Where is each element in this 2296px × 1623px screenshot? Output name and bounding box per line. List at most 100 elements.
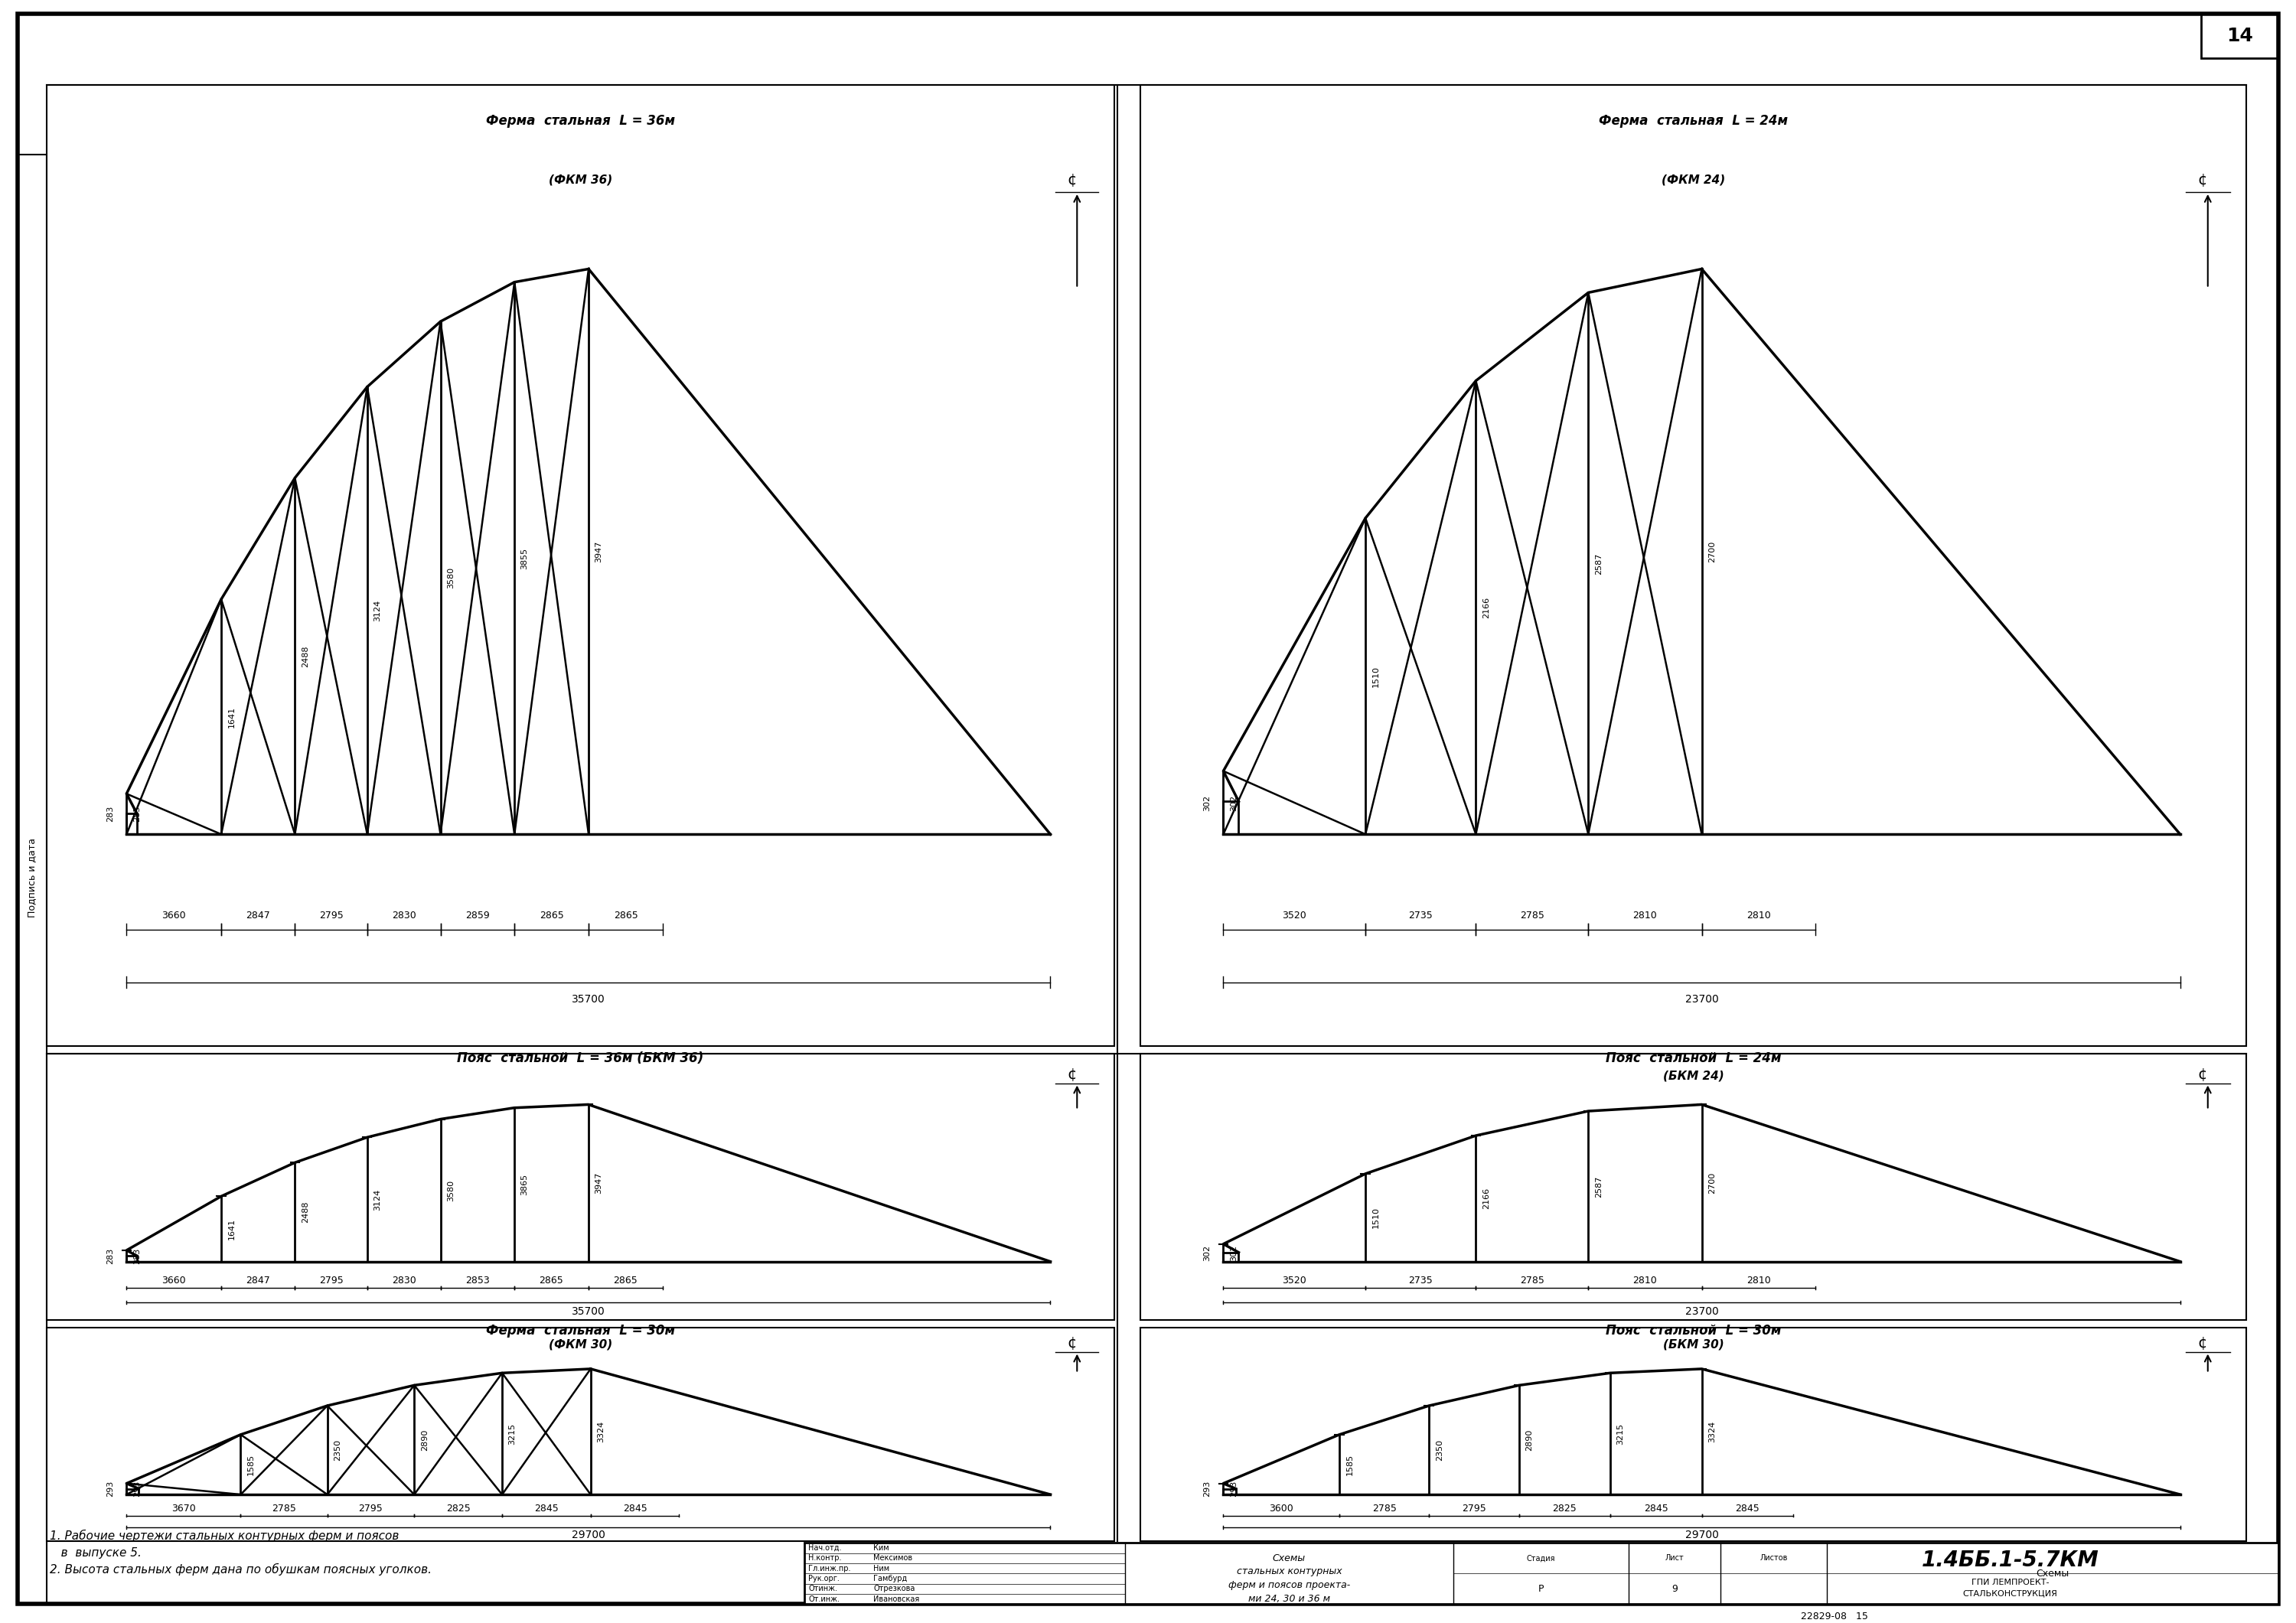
Text: 2785: 2785 (1520, 1276, 1545, 1285)
Text: 2810: 2810 (1747, 911, 1770, 920)
Text: Схемы: Схемы (1272, 1553, 1306, 1563)
Text: 29700: 29700 (572, 1530, 606, 1540)
Text: 3324: 3324 (597, 1420, 604, 1443)
Text: 1510: 1510 (1373, 665, 1380, 687)
Text: Ним: Ним (872, 1565, 889, 1573)
Text: 302: 302 (1231, 795, 1238, 812)
Text: 1641: 1641 (227, 1219, 234, 1240)
Text: 2795: 2795 (319, 1276, 342, 1285)
Bar (2202, 13, 2278, 58)
Bar (18, 154, 46, 1604)
Text: стальных контурных: стальных контурных (1238, 1566, 1341, 1576)
Text: 2587: 2587 (1596, 552, 1603, 575)
Bar (126, 1488, 138, 1495)
Text: Р: Р (1538, 1584, 1543, 1594)
Text: ¢: ¢ (2197, 172, 2206, 187)
Text: 22829-08   15: 22829-08 15 (1800, 1612, 1869, 1621)
Text: 3855: 3855 (521, 547, 528, 570)
Text: ¢: ¢ (1068, 1068, 1077, 1083)
Text: Ким: Ким (872, 1543, 889, 1552)
Text: Подпись и дата: Подпись и дата (28, 837, 37, 917)
Text: 2735: 2735 (1407, 911, 1433, 920)
Text: 1641: 1641 (227, 706, 234, 727)
Text: 2810: 2810 (1632, 911, 1658, 920)
Text: 293: 293 (1203, 1480, 1210, 1496)
Text: 2488: 2488 (301, 646, 310, 667)
Text: 35700: 35700 (572, 1307, 606, 1316)
Text: 2890: 2890 (1527, 1428, 1534, 1451)
Text: 3865: 3865 (521, 1173, 528, 1196)
Text: 2845: 2845 (1736, 1503, 1759, 1514)
Bar (46, 84, 1114, 1045)
Text: 2785: 2785 (1373, 1503, 1396, 1514)
Text: 1585: 1585 (248, 1454, 255, 1475)
Text: в  выпуске 5.: в выпуске 5. (51, 1548, 142, 1560)
Text: 3215: 3215 (507, 1423, 517, 1444)
Text: ГПИ ЛЕМПРОЕКТ-: ГПИ ЛЕМПРОЕКТ- (1972, 1579, 2048, 1587)
Text: 3124: 3124 (374, 1188, 381, 1211)
Text: Ферма  стальная  L = 30м: Ферма стальная L = 30м (487, 1324, 675, 1337)
Bar (46, 1328, 1114, 1542)
Text: 29700: 29700 (1685, 1530, 1717, 1540)
Text: 9: 9 (1671, 1584, 1678, 1594)
Text: Ферма  стальная  L = 36м: Ферма стальная L = 36м (487, 114, 675, 128)
Text: 2847: 2847 (246, 1276, 271, 1285)
Text: 2825: 2825 (1552, 1503, 1577, 1514)
Text: ¢: ¢ (2197, 1068, 2206, 1083)
Text: СТАЛЬКОНСТРУКЦИЯ: СТАЛЬКОНСТРУКЦИЯ (1963, 1591, 2057, 1597)
Text: 293: 293 (133, 1480, 140, 1496)
Text: 2. Высота стальных ферм дана по обушкам поясных уголков.: 2. Высота стальных ферм дана по обушкам … (51, 1563, 432, 1576)
Text: Нач.отд.: Нач.отд. (808, 1543, 843, 1552)
Text: 283: 283 (133, 807, 140, 823)
Text: 2830: 2830 (393, 911, 416, 920)
Text: ¢: ¢ (1068, 1336, 1077, 1350)
Text: 1585: 1585 (1345, 1454, 1355, 1475)
Text: 2795: 2795 (319, 911, 342, 920)
Text: Н.контр.: Н.контр. (808, 1555, 843, 1561)
Text: 2785: 2785 (1520, 911, 1545, 920)
Text: 1510: 1510 (1373, 1208, 1380, 1229)
Text: 2845: 2845 (535, 1503, 558, 1514)
Text: 2825: 2825 (445, 1503, 471, 1514)
Text: 3324: 3324 (1708, 1420, 1715, 1443)
Text: 2785: 2785 (271, 1503, 296, 1514)
Bar (1224, 802, 1238, 834)
Text: 23700: 23700 (1685, 993, 1717, 1005)
Text: 3124: 3124 (374, 601, 381, 622)
Text: 2488: 2488 (301, 1201, 310, 1224)
Text: 2735: 2735 (1407, 1276, 1433, 1285)
Text: 3215: 3215 (1616, 1423, 1623, 1444)
Text: 283: 283 (106, 1248, 115, 1264)
Text: От.инж.: От.инж. (808, 1595, 840, 1604)
Bar (804, 1543, 2278, 1604)
Text: Схемы: Схемы (2037, 1568, 2069, 1579)
Text: 3947: 3947 (595, 1172, 602, 1195)
Text: (ФКМ 30): (ФКМ 30) (549, 1339, 613, 1350)
Text: 1.4ББ.1-5.7КМ: 1.4ББ.1-5.7КМ (1922, 1550, 2099, 1571)
Text: 2845: 2845 (1644, 1503, 1669, 1514)
Bar (126, 813, 138, 834)
Text: Стадия: Стадия (1527, 1555, 1554, 1561)
Text: 3520: 3520 (1281, 911, 1306, 920)
Bar (1224, 1488, 1235, 1495)
Text: 1. Рабочие чертежи стальных контурных ферм и поясов: 1. Рабочие чертежи стальных контурных фе… (51, 1530, 400, 1542)
Text: Отинж.: Отинж. (808, 1586, 838, 1592)
Text: (БКМ 24): (БКМ 24) (1662, 1070, 1724, 1081)
Text: 2847: 2847 (246, 911, 271, 920)
Text: 3580: 3580 (448, 566, 455, 589)
Text: 2350: 2350 (1435, 1440, 1444, 1461)
Text: ферм и поясов проекта-: ферм и поясов проекта- (1228, 1581, 1350, 1591)
Text: 2810: 2810 (1632, 1276, 1658, 1285)
Text: 35700: 35700 (572, 993, 606, 1005)
Text: 2890: 2890 (420, 1428, 429, 1451)
Text: Ферма  стальная  L = 24м: Ферма стальная L = 24м (1598, 114, 1789, 128)
Bar (46, 1053, 1114, 1319)
Text: 2865: 2865 (540, 1276, 563, 1285)
Text: (ФКМ 24): (ФКМ 24) (1662, 174, 1724, 185)
Text: Мексимов: Мексимов (872, 1555, 912, 1561)
Text: 2700: 2700 (1708, 540, 1715, 563)
Text: Пояс  стальной  L = 36м (БКМ 36): Пояс стальной L = 36м (БКМ 36) (457, 1052, 705, 1065)
Bar (1141, 84, 2245, 1045)
Text: ¢: ¢ (1068, 172, 1077, 187)
Text: 2166: 2166 (1483, 597, 1490, 618)
